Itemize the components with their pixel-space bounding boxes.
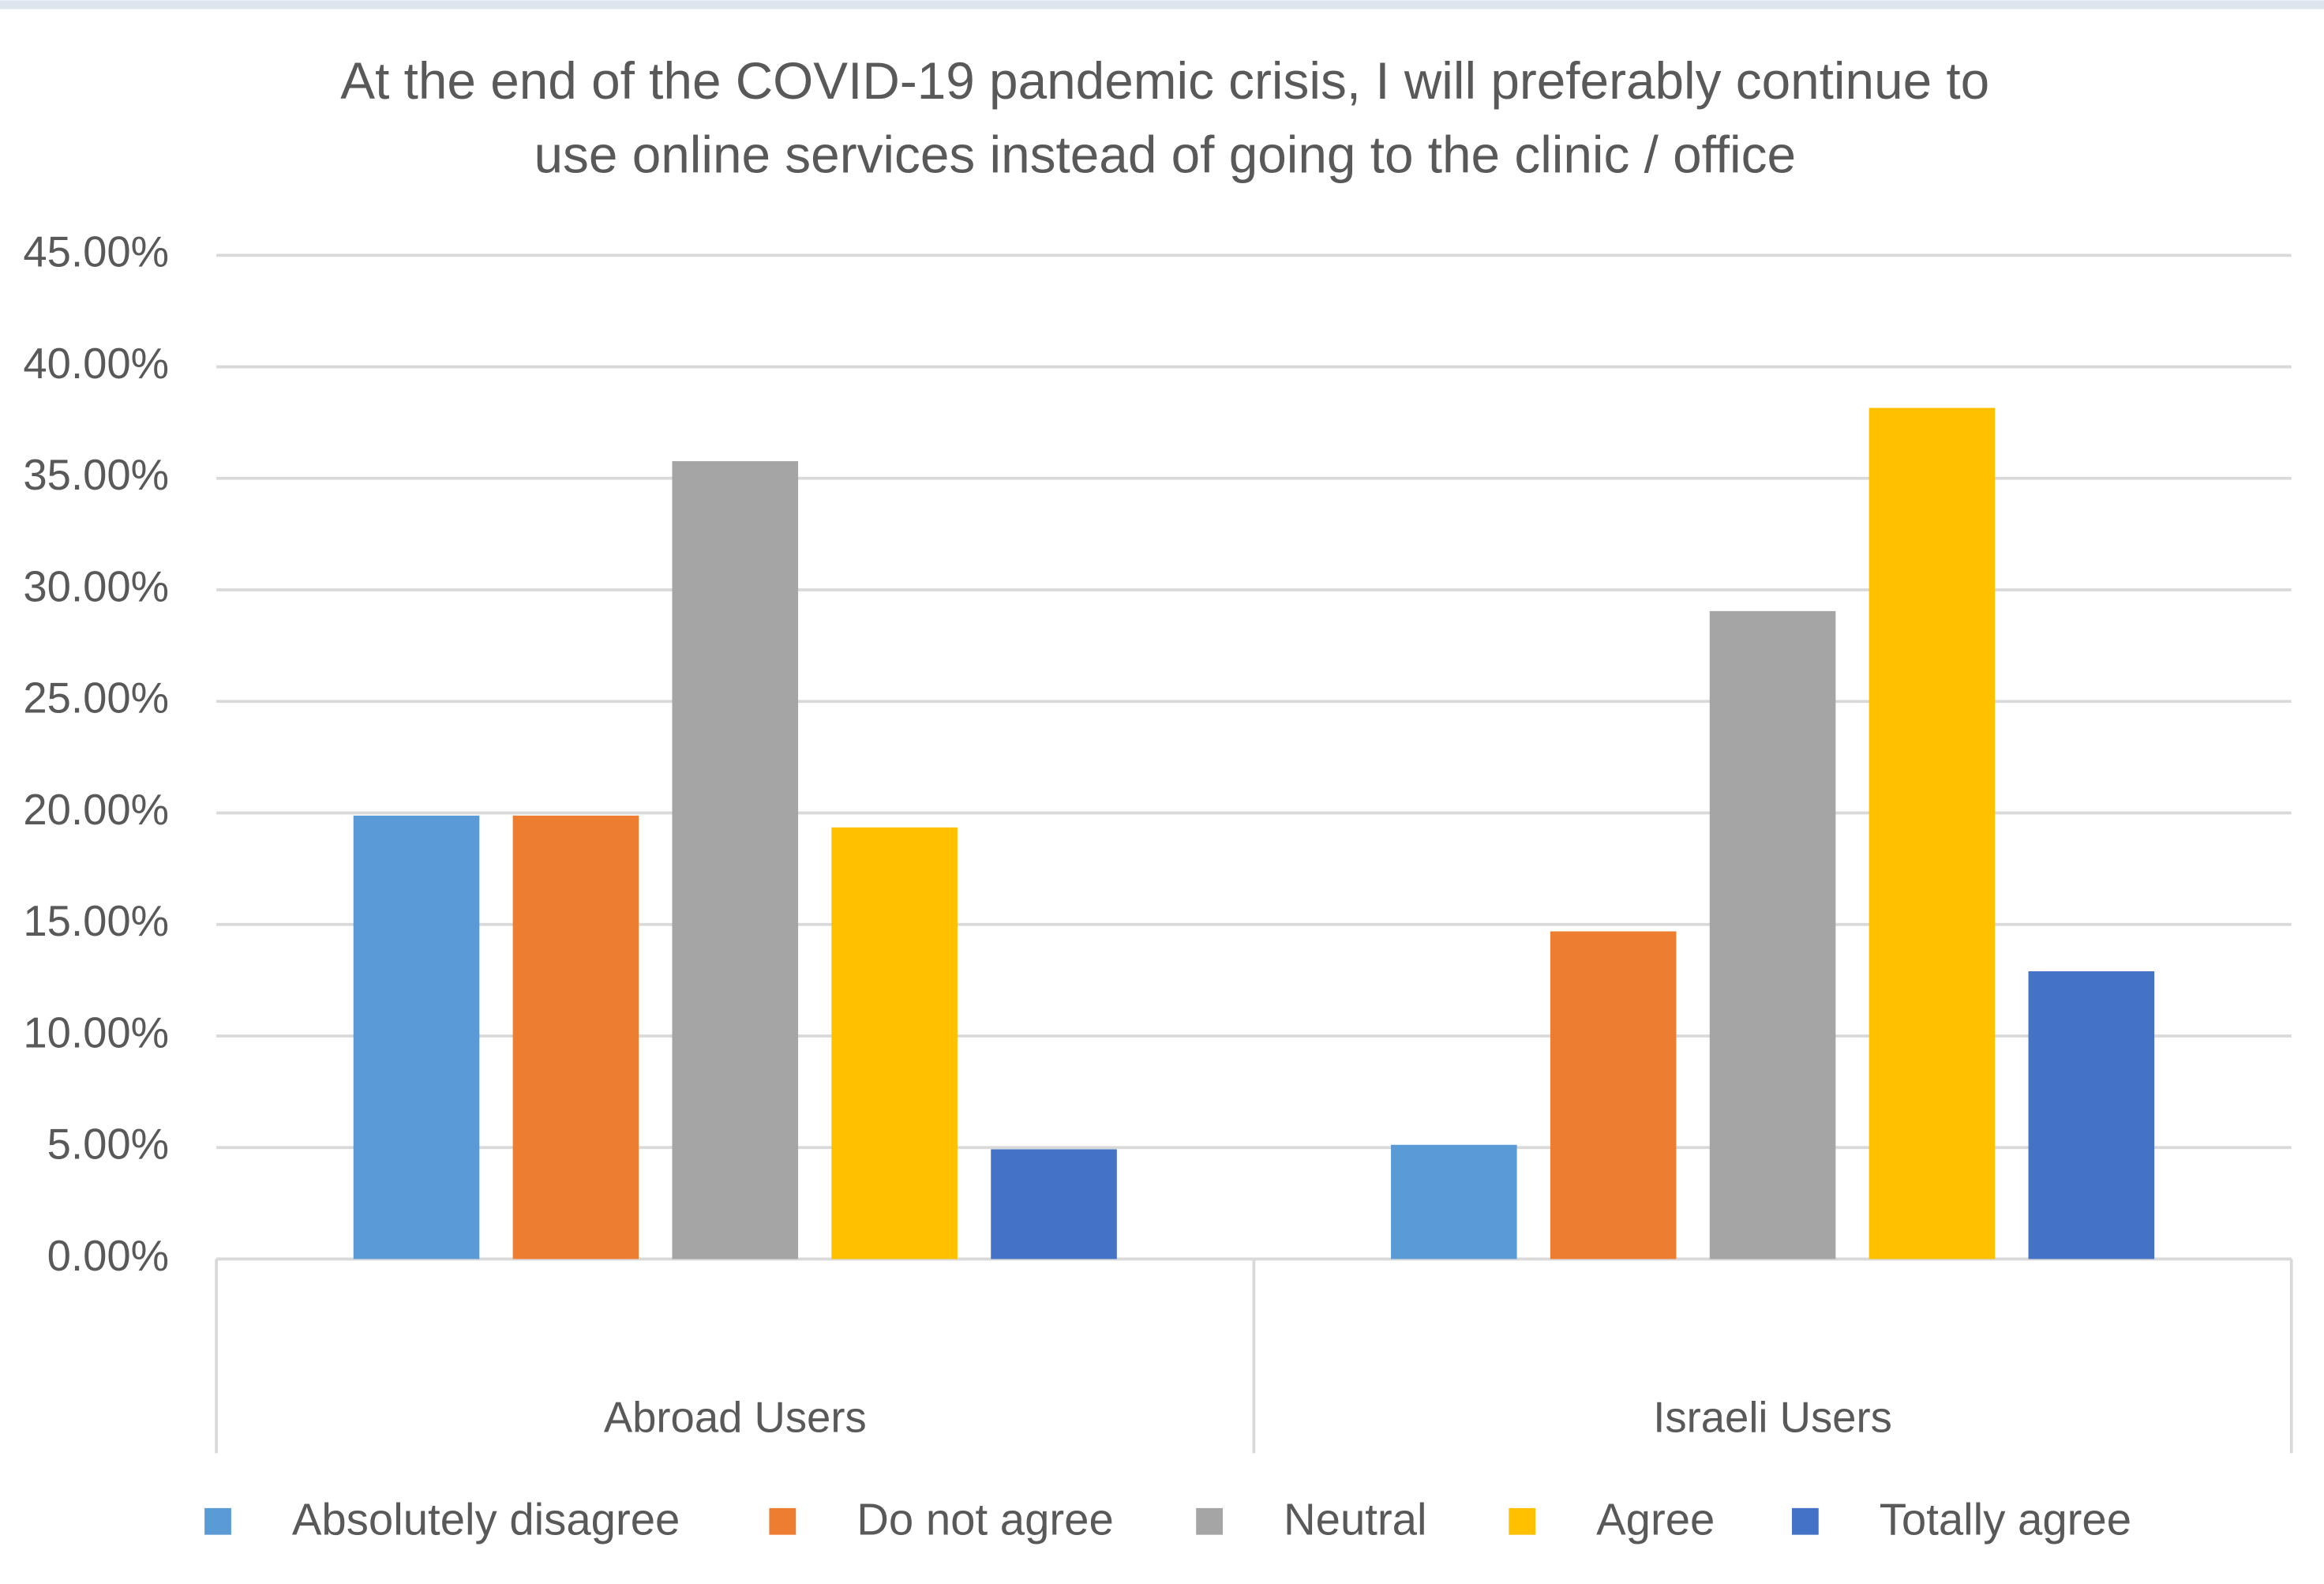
chart-title: At the end of the COVID-19 pandemic cris… [340, 52, 1989, 110]
legend-swatch [1196, 1507, 1223, 1535]
legend-swatch [204, 1507, 231, 1535]
bar [1550, 931, 1677, 1259]
y-tick-label: 5.00% [47, 1120, 169, 1169]
legend-swatch [1791, 1507, 1819, 1535]
bar [353, 815, 480, 1259]
y-tick-label: 0.00% [47, 1232, 169, 1280]
y-tick-label: 20.00% [23, 786, 169, 834]
x-tick-label: Abroad Users [604, 1393, 867, 1441]
bar [512, 815, 639, 1259]
bar [1869, 407, 1996, 1259]
legend-swatch [1509, 1507, 1536, 1535]
bar [1709, 610, 1836, 1259]
chart-title: use online services instead of going to … [534, 126, 1797, 184]
y-tick-label: 45.00% [23, 228, 169, 276]
y-tick-label: 15.00% [23, 897, 169, 945]
bar [1391, 1144, 1517, 1259]
legend-label: Do not agree [857, 1495, 1114, 1545]
legend-swatch [769, 1507, 797, 1535]
bar [2028, 971, 2155, 1259]
legend-label: Neutral [1284, 1495, 1427, 1545]
y-tick-label: 35.00% [23, 451, 169, 499]
y-tick-label: 25.00% [23, 674, 169, 723]
y-tick-label: 10.00% [23, 1008, 169, 1057]
y-tick-label: 40.00% [23, 340, 169, 388]
bar [672, 461, 799, 1259]
legend-label: Absolutely disagree [292, 1495, 680, 1545]
top-strip [0, 0, 2324, 9]
y-tick-label: 30.00% [23, 562, 169, 610]
legend-label: Totally agree [1880, 1495, 2131, 1545]
bar [831, 827, 958, 1259]
x-tick-label: Israeli Users [1653, 1393, 1892, 1441]
legend-label: Agree [1596, 1495, 1715, 1545]
bar [991, 1149, 1117, 1259]
